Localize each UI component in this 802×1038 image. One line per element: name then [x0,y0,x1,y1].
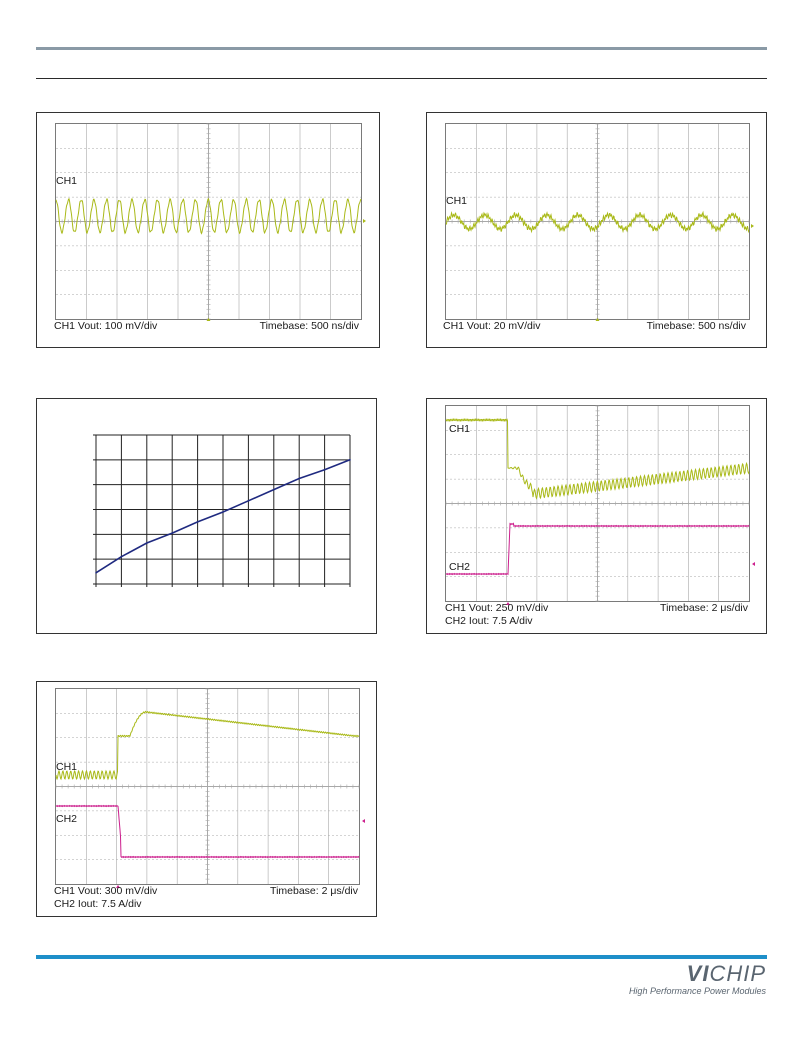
data-point [146,542,148,544]
ch1-label: CH1 [449,423,471,435]
vertical-scale-caption: CH1 Vout: 300 mV/div [54,885,158,897]
trigger-marker [506,602,510,605]
ch1-marker [363,219,366,223]
logo-wordmark: VICHIP [629,962,766,986]
scope-svg [55,688,365,888]
data-point [349,459,351,461]
vichip-logo: VICHIP High Performance Power Modules [629,962,766,997]
data-point [247,500,250,502]
data-point [298,477,301,480]
scope-svg [445,405,755,605]
figure-panel-load-step-down: CH1 CH2 CH1 Vout: 300 mV/div Timebase: 2… [36,681,377,917]
ch1-label: CH1 [446,195,468,207]
timebase-caption: Timebase: 500 ns/div [259,320,359,332]
timebase-caption: Timebase: 2 μs/div [660,602,748,614]
data-point [323,468,326,471]
scope-svg [55,123,366,321]
figure-panel-ripple-100mv: CH1 CH1 Vout: 100 mV/div Timebase: 500 n… [36,112,380,348]
vertical-scale-caption: CH1 Vout: 100 mV/div [54,320,158,332]
data-point [120,555,123,558]
ch2-marker [362,819,365,823]
ch2-label: CH2 [449,561,471,573]
timebase-caption: Timebase: 2 μs/div [270,885,358,897]
figure-panel-ripple-20mv: CH1 CH1 Vout: 20 mV/div Timebase: 500 ns… [426,112,767,348]
ch2-trace [55,804,360,859]
figure-panel-line-chart [36,398,377,634]
scope-screen [55,688,365,888]
trigger-marker [116,885,120,888]
header-rule [36,47,767,50]
ch1-trace [445,417,750,500]
logo-tagline: High Performance Power Modules [628,986,766,996]
ch1-trace [55,710,360,781]
logo-rest: CHIP [709,961,766,986]
data-point [171,532,173,534]
vertical-scale-caption: CH1 Vout: 20 mV/div [443,320,541,332]
ch2-trace [445,522,750,576]
current-scale-caption: CH2 Iout: 7.5 A/div [54,898,142,910]
timebase-caption: Timebase: 500 ns/div [646,320,746,332]
data-point [273,488,275,491]
header-underline [36,78,767,79]
ch1-marker [751,224,754,228]
logo-bold: VI [686,961,710,986]
ch1-label: CH1 [56,761,78,773]
data-point [196,521,199,523]
data-point [222,511,224,513]
trigger-marker [206,318,211,321]
scope-screen [55,123,366,321]
trigger-marker [595,318,600,321]
line-chart [93,434,351,587]
data-point [95,572,97,574]
scope-svg [445,123,754,321]
current-scale-caption: CH2 Iout: 7.5 A/div [445,615,533,627]
ch2-marker [752,562,755,566]
ch2-label: CH2 [56,813,78,825]
ch1-label: CH1 [56,175,78,187]
scope-screen [445,123,754,321]
vertical-scale-caption: CH1 Vout: 250 mV/div [445,602,549,614]
figure-panel-load-step-up: CH1 CH2 CH1 Vout: 250 mV/div Timebase: 2… [426,398,767,634]
footer-rule [36,955,767,959]
scope-screen [445,405,755,605]
ch1-trace [55,197,362,235]
ch1-trace [445,210,750,234]
